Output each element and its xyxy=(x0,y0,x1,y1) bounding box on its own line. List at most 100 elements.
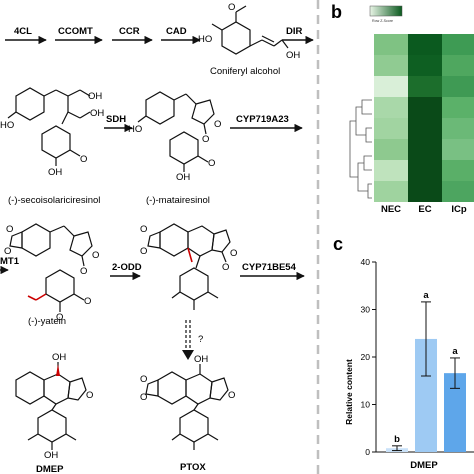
svg-text:CCOMT: CCOMT xyxy=(58,26,93,37)
heatmap-cell xyxy=(442,97,474,118)
enzyme-sdh: SDH xyxy=(104,114,133,133)
panel-c-label: c xyxy=(333,234,343,254)
significance-label: b xyxy=(394,434,400,445)
heatmap-cell xyxy=(442,76,474,97)
svg-text:?: ? xyxy=(198,334,203,345)
svg-text:OH: OH xyxy=(286,50,300,61)
svg-text:O: O xyxy=(4,246,11,257)
heatmap-cell xyxy=(374,139,408,160)
ptox-structure xyxy=(145,364,229,450)
heatmap-cell xyxy=(408,139,442,160)
svg-text:OH: OH xyxy=(90,108,104,119)
svg-text:CCR: CCR xyxy=(119,26,140,37)
bar xyxy=(415,338,437,452)
svg-text:OH: OH xyxy=(194,354,208,365)
coniferyl-alcohol-structure xyxy=(211,5,289,55)
y-tick-label: 40 xyxy=(361,257,371,267)
svg-text:OH: OH xyxy=(48,167,62,178)
svg-text:O: O xyxy=(80,266,87,277)
heatmap-cell xyxy=(374,160,408,181)
y-tick-label: 10 xyxy=(361,400,371,410)
svg-text:MT1: MT1 xyxy=(0,256,20,267)
heatmap-cell xyxy=(374,55,408,76)
y-tick-label: 20 xyxy=(361,352,371,362)
enzyme-2-odd: 2-ODD xyxy=(110,262,142,281)
svg-text:CYP719A23: CYP719A23 xyxy=(236,114,289,125)
svg-text:HO: HO xyxy=(198,34,212,45)
svg-text:OH: OH xyxy=(52,352,66,363)
svg-text:O: O xyxy=(222,262,229,273)
enzyme-ccomt: CCOMT xyxy=(55,26,103,45)
significance-label: a xyxy=(423,290,429,301)
heatmap-cell xyxy=(408,76,442,97)
dmep-structure xyxy=(15,362,87,450)
svg-text:CAD: CAD xyxy=(166,26,187,37)
svg-text:O: O xyxy=(80,154,87,165)
highlight-bond xyxy=(35,293,47,301)
heatmap-legend xyxy=(369,5,403,17)
secoisolariciresinol-structure xyxy=(7,87,91,166)
heatmap-cell xyxy=(442,160,474,181)
heatmap-cell xyxy=(408,181,442,202)
heatmap-column-label: EC xyxy=(418,204,431,215)
dendrogram xyxy=(349,99,372,199)
enzyme-mt1: MT1 xyxy=(0,256,20,275)
desoxypodophyllotoxin-structure xyxy=(147,223,231,310)
coniferyl-label: Coniferyl alcohol xyxy=(210,66,280,77)
yatein-label: (-)-yatein xyxy=(28,316,66,327)
heatmap-cell xyxy=(374,118,408,139)
y-axis-label: Relative content xyxy=(344,359,354,425)
heatmap-cell xyxy=(408,34,442,55)
svg-text:DIR: DIR xyxy=(286,26,303,37)
svg-text:O: O xyxy=(140,392,147,403)
dmep-label: DMEP xyxy=(36,464,64,474)
svg-text:OH: OH xyxy=(176,172,190,183)
svg-text:O: O xyxy=(140,246,147,257)
svg-text:4CL: 4CL xyxy=(14,26,32,37)
svg-text:CYP71BE54: CYP71BE54 xyxy=(242,262,297,273)
y-tick-label: 0 xyxy=(365,447,370,457)
heatmap-cell xyxy=(374,76,408,97)
svg-text:O: O xyxy=(228,390,235,401)
svg-text:O: O xyxy=(208,158,215,169)
ptox-label: PTOX xyxy=(180,462,206,473)
heatmap-cell xyxy=(408,118,442,139)
svg-text:O: O xyxy=(228,2,235,13)
heatmap-panel: b Row Z-Score NEC EC ICp xyxy=(331,2,474,215)
dmep-stereo-bond xyxy=(56,364,60,376)
enzyme-cyp719a23: CYP719A23 xyxy=(230,114,303,133)
matairesinol-label: (-)-matairesinol xyxy=(146,195,210,206)
svg-text:O: O xyxy=(202,134,209,145)
heatmap-cell xyxy=(442,181,474,202)
svg-text:OH: OH xyxy=(88,91,102,102)
heatmap-cell xyxy=(442,34,474,55)
svg-text:HO: HO xyxy=(0,120,14,131)
enzyme-cad: CAD xyxy=(161,26,201,45)
pathway-panel: 4CL CCOMT CCR CAD DIR xyxy=(0,2,314,474)
panel-b-label: b xyxy=(331,2,342,22)
svg-text:HO: HO xyxy=(128,124,142,135)
svg-text:SDH: SDH xyxy=(106,114,126,125)
heatmap-column-label: ICp xyxy=(451,204,467,215)
yatein-structure xyxy=(9,223,93,312)
heatmap-cell xyxy=(408,55,442,76)
bar-chart-panel: c Relative content 0 10 20 30 40 b a a DMEP xyxy=(333,234,474,471)
svg-text:O: O xyxy=(84,296,91,307)
bar xyxy=(444,373,466,452)
enzyme-ccr: CCR xyxy=(112,26,153,45)
heatmap-cell xyxy=(408,160,442,181)
legend-caption: Row Z-Score xyxy=(372,19,393,23)
x-group-label: DMEP xyxy=(410,460,438,471)
enzyme-cyp71be54: CYP71BE54 xyxy=(240,262,305,281)
heatmap-cell xyxy=(442,118,474,139)
svg-text:O: O xyxy=(140,374,147,385)
heatmap-cell xyxy=(408,97,442,118)
svg-text:O: O xyxy=(86,390,93,401)
y-tick-label: 30 xyxy=(361,305,371,315)
secoisolariciresinol-label: (-)-secoisolariciresinol xyxy=(8,195,100,206)
svg-text:OH: OH xyxy=(44,450,58,461)
matairesinol-structure xyxy=(137,91,215,172)
enzyme-4cl: 4CL xyxy=(5,26,47,45)
svg-text:O: O xyxy=(140,224,147,235)
